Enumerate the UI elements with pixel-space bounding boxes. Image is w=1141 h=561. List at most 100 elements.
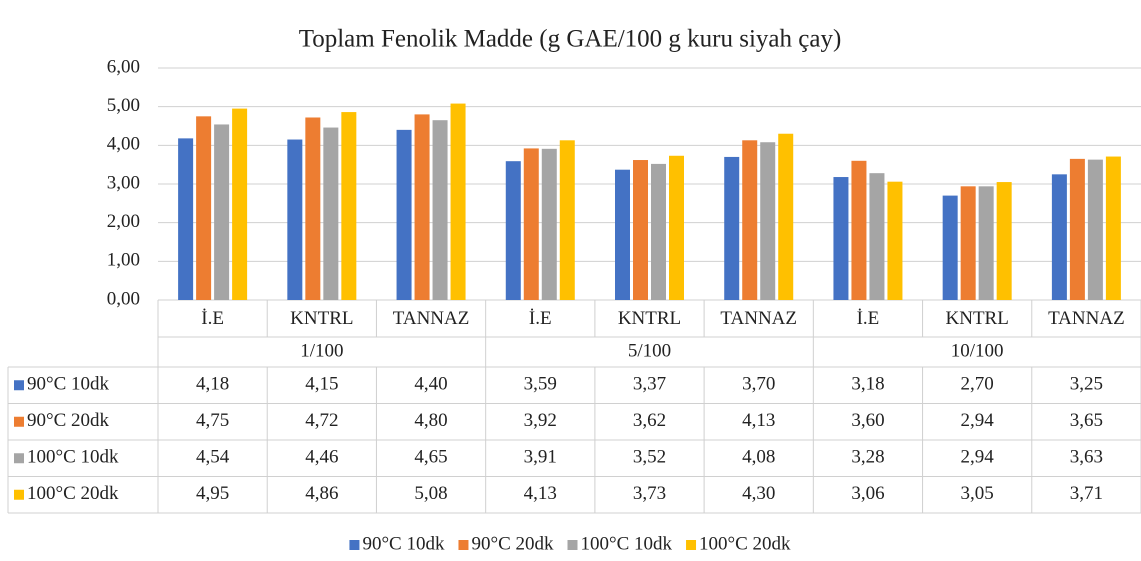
bar: [651, 163, 666, 300]
bar: [742, 140, 758, 300]
y-tick-label: 1,00: [107, 250, 140, 271]
bar: [541, 148, 557, 300]
table-value: 4,65: [414, 447, 447, 468]
bar: [1105, 156, 1121, 300]
x-tick-label: KNTRL: [618, 308, 681, 329]
x-tick-label: İ.E: [201, 308, 224, 329]
x-tick-label: TANNAZ: [720, 308, 797, 329]
table-value: 3,63: [1070, 447, 1103, 468]
table-value: 4,40: [414, 374, 447, 395]
table-legend-key: [14, 453, 24, 464]
table-value: 4,86: [305, 483, 338, 504]
bar: [1087, 159, 1103, 300]
legend-key: [686, 540, 697, 550]
table-legend-key: [14, 489, 24, 500]
bar: [869, 173, 885, 300]
bar: [341, 112, 357, 300]
bar: [559, 140, 575, 300]
bar: [505, 161, 521, 300]
table-value: 3,70: [742, 374, 775, 395]
bar: [978, 186, 994, 300]
table-value: 4,75: [196, 410, 229, 431]
y-tick-label: 5,00: [107, 95, 140, 116]
legend-label: 90°C 20dk: [471, 533, 554, 554]
table-row-label: 100°C 10dk: [27, 447, 119, 468]
bar: [414, 114, 430, 301]
table-value: 3,62: [633, 410, 666, 431]
table-legend-key: [14, 380, 24, 391]
table-value: 4,18: [196, 374, 229, 395]
table-value: 4,08: [742, 447, 775, 468]
bar: [778, 133, 794, 300]
legend-label: 100°C 10dk: [581, 533, 673, 554]
table-value: 3,59: [524, 374, 557, 395]
legend-label: 90°C 10dk: [362, 533, 445, 554]
table-legend-key: [14, 416, 24, 427]
table-value: 3,73: [633, 483, 666, 504]
x-tick-label: TANNAZ: [393, 308, 470, 329]
y-tick-label: 6,00: [107, 56, 140, 77]
x-tick-label: TANNAZ: [1048, 308, 1125, 329]
bar: [323, 127, 339, 301]
bar: [178, 138, 194, 300]
table-value: 3,65: [1070, 410, 1103, 431]
bar: [669, 155, 684, 300]
group-label: 10/100: [951, 340, 1004, 361]
table-value: 4,13: [742, 410, 775, 431]
bar: [760, 142, 776, 300]
bar: [450, 103, 466, 300]
bar: [1069, 158, 1085, 300]
table-value: 3,25: [1070, 374, 1103, 395]
y-tick-label: 0,00: [107, 288, 140, 309]
y-tick-label: 2,00: [107, 211, 140, 232]
legend-key: [458, 540, 469, 550]
legend-key: [567, 540, 578, 550]
table-value: 3,91: [524, 447, 557, 468]
bar: [887, 181, 903, 300]
table-value: 4,15: [305, 374, 338, 395]
bar: [615, 169, 630, 300]
bar: [396, 129, 412, 300]
table-value: 4,46: [305, 447, 338, 468]
x-tick-label: KNTRL: [290, 308, 353, 329]
bar: [833, 177, 849, 300]
table-value: 3,28: [851, 447, 884, 468]
bar: [287, 139, 303, 300]
table-value: 3,52: [633, 447, 666, 468]
bar: [996, 182, 1012, 300]
legend-label: 100°C 20dk: [699, 533, 791, 554]
group-label: 5/100: [628, 340, 671, 361]
table-value: 4,13: [524, 483, 557, 504]
bar: [432, 120, 448, 300]
bar: [305, 117, 321, 300]
table-value: 2,94: [961, 447, 995, 468]
table-row-label: 100°C 20dk: [27, 483, 119, 504]
bar: [214, 124, 230, 300]
x-tick-label: KNTRL: [946, 308, 1009, 329]
table-value: 3,60: [851, 410, 884, 431]
y-tick-label: 4,00: [107, 134, 140, 155]
bar: [1051, 174, 1067, 300]
group-label: 1/100: [300, 340, 343, 361]
bar: [523, 148, 539, 300]
table-row-label: 90°C 10dk: [27, 374, 110, 395]
table-value: 5,08: [414, 483, 447, 504]
bar: [633, 160, 648, 300]
table-value: 4,95: [196, 483, 229, 504]
x-tick-label: İ.E: [857, 308, 880, 329]
table-value: 3,06: [851, 483, 884, 504]
table-value: 3,18: [851, 374, 884, 395]
bar: [232, 108, 248, 300]
table-value: 3,92: [524, 410, 557, 431]
table-value: 3,05: [961, 483, 994, 504]
table-value: 4,30: [742, 483, 775, 504]
y-tick-label: 3,00: [107, 172, 140, 193]
bar: [960, 186, 976, 300]
x-tick-label: İ.E: [529, 308, 552, 329]
table-value: 4,72: [305, 410, 338, 431]
table-value: 4,54: [196, 447, 230, 468]
table-value: 2,94: [961, 410, 995, 431]
bar: [942, 195, 958, 300]
bar: [724, 156, 740, 300]
